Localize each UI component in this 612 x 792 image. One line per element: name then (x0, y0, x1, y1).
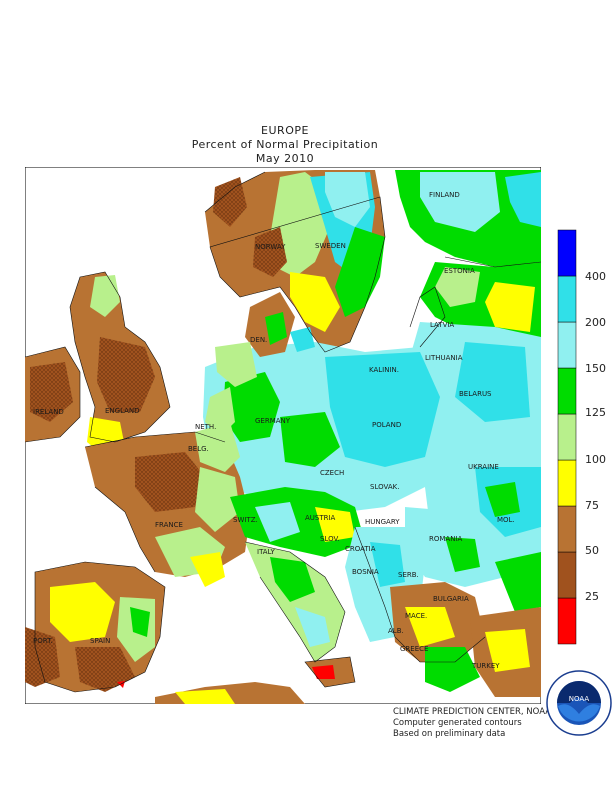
country-label: ITALY (257, 548, 276, 556)
country-label: HUNGARY (365, 518, 400, 526)
central-europe-region (203, 292, 450, 512)
legend-color-box (557, 229, 577, 277)
map-region-title: EUROPE (261, 124, 309, 137)
country-label: ROMANIA (429, 535, 463, 543)
country-label: AUSTRIA (305, 514, 336, 522)
country-label: CROATIA (345, 545, 376, 553)
noaa-logo-text: NOAA (569, 695, 590, 703)
scandinavia-region (205, 170, 385, 352)
legend-label-200: 200 (585, 316, 606, 329)
country-label: IRELAND (33, 408, 64, 416)
country-label: PORT. (33, 637, 53, 645)
country-label: MOL. (497, 516, 515, 524)
iberia-region (25, 562, 165, 692)
country-label: SPAIN (90, 637, 110, 645)
legend-color-box (557, 275, 577, 323)
country-label: MACE. (405, 612, 427, 620)
legend-label-50: 50 (585, 544, 599, 557)
country-label: CZECH (320, 469, 344, 477)
country-label: SWEDEN (315, 242, 346, 250)
credit-line-2: Computer generated contours (393, 718, 522, 728)
france-alps-region (85, 342, 365, 587)
legend-label-75: 75 (585, 499, 599, 512)
legend-color-box (557, 413, 577, 461)
legend-label-25: 25 (585, 590, 599, 603)
north-africa-region (155, 682, 305, 704)
map-metric-title: Percent of Normal Precipitation (191, 138, 379, 151)
british-isles-region (25, 272, 170, 457)
legend-label-100: 100 (585, 453, 606, 466)
legend-color-box (557, 321, 577, 369)
country-label: POLAND (372, 421, 401, 429)
legend-label-125: 125 (585, 406, 606, 419)
country-label: KALININ. (369, 366, 399, 374)
country-label: SERB. (398, 571, 419, 579)
country-label: NORWAY (255, 243, 286, 251)
country-label: ENGLAND (105, 407, 140, 415)
country-label: FRANCE (155, 521, 183, 529)
country-label: SWITZ. (233, 516, 258, 524)
country-label: GREECE (400, 645, 428, 653)
italy-balkans-region (245, 527, 541, 697)
legend-color-box (557, 367, 577, 415)
legend-color-box (557, 551, 577, 599)
legend-color-box (557, 459, 577, 507)
coastlines (25, 171, 541, 693)
country-label: BELARUS (459, 390, 492, 398)
country-label: GERMANY (255, 417, 291, 425)
country-label: ALB. (388, 627, 404, 635)
country-labels: FINLAND SWEDEN NORWAY ESTONIA LATVIA DEN… (33, 191, 515, 670)
country-label: SLOV. (320, 535, 340, 543)
country-label: DEN. (250, 336, 267, 344)
country-label: LITHUANIA (425, 354, 463, 362)
legend-label-400: 400 (585, 270, 606, 283)
country-label: TURKEY (471, 662, 500, 670)
credit-line-3: Based on preliminary data (393, 729, 506, 739)
legend-color-box (557, 505, 577, 553)
country-label: BELG. (188, 445, 209, 453)
country-label: FINLAND (429, 191, 460, 199)
country-label: ESTONIA (444, 267, 475, 275)
precipitation-map: FINLAND SWEDEN NORWAY ESTONIA LATVIA DEN… (25, 167, 541, 704)
legend-color-box (557, 597, 577, 645)
country-label: BULGARIA (433, 595, 469, 603)
eastern-europe-region (405, 422, 541, 612)
country-label: LATVIA (430, 321, 454, 329)
country-label: BOSNIA (352, 568, 379, 576)
noaa-logo: NOAA (546, 670, 612, 736)
credit-line-1: CLIMATE PREDICTION CENTER, NOAA (393, 707, 552, 717)
map-period-title: May 2010 (255, 152, 315, 165)
country-label: UKRAINE (468, 463, 499, 471)
country-label: SLOVAK. (370, 483, 399, 491)
legend-label-150: 150 (585, 362, 606, 375)
precipitation-legend: 400 200 150 125 100 75 50 25 (557, 229, 606, 645)
country-label: NETH. (195, 423, 216, 431)
